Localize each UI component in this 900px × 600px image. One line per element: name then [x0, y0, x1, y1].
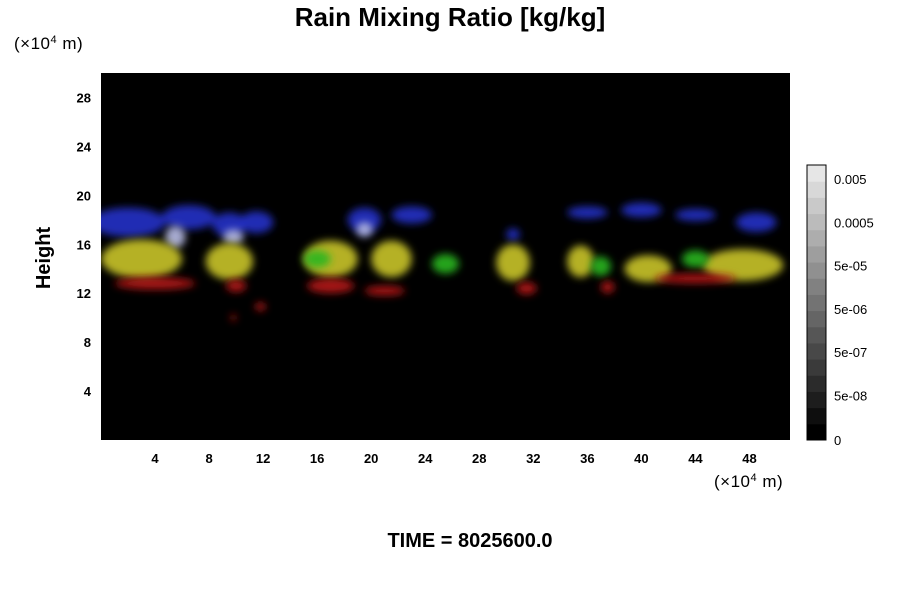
rain-blob	[347, 207, 382, 233]
rain-blob	[364, 285, 405, 296]
colorbar-label: 0.0005	[834, 215, 874, 230]
colorbar: 0.005 0.0005 5e-05 5e-06 5e-07 5e-08 0	[806, 164, 874, 448]
layer-yellow	[101, 239, 784, 283]
rain-blob	[101, 239, 183, 279]
colorbar-swatch	[807, 342, 826, 360]
colorbar-swatch	[807, 310, 826, 328]
y-tick-label: 4	[84, 384, 92, 399]
colorbar-swatch	[807, 229, 826, 247]
colorbar-label: 5e-07	[834, 345, 867, 360]
rain-blob	[161, 205, 216, 230]
x-tick-label: 20	[364, 451, 378, 466]
rain-blob	[624, 255, 672, 283]
layer-white-blue	[165, 222, 373, 248]
colorbar-swatch	[807, 165, 826, 182]
colorbar-swatch	[807, 391, 826, 409]
rain-blob	[391, 206, 432, 224]
x-tick-label: 12	[256, 451, 270, 466]
layer-red	[114, 273, 736, 322]
colorbar-swatch	[807, 181, 826, 198]
x-tick-label: 40	[634, 451, 648, 466]
rain-blob	[496, 244, 530, 281]
rain-blob	[114, 277, 196, 290]
x-tick-label: 32	[526, 451, 540, 466]
rain-blob	[567, 245, 595, 278]
colorbar-label: 5e-08	[834, 389, 867, 404]
colorbar-swatch	[807, 407, 826, 425]
x-tick-label: 44	[688, 451, 703, 466]
y-tick-label: 20	[77, 188, 91, 203]
x-tick-label: 24	[418, 451, 433, 466]
rain-blob	[431, 254, 460, 274]
rain-blob	[371, 240, 412, 278]
rain-blob	[600, 280, 615, 294]
layer-green	[303, 250, 709, 277]
x-tick-label: 36	[580, 451, 594, 466]
rain-blob	[205, 243, 253, 280]
colorbar-label: 0	[834, 433, 841, 448]
rain-blob	[239, 211, 274, 234]
colorbar-swatch	[807, 197, 826, 215]
colorbar-swatch	[807, 423, 826, 441]
colorbar-swatch	[807, 262, 826, 279]
y-axis-unit: (×104 m)	[14, 34, 84, 53]
y-tick-label: 16	[77, 237, 91, 252]
x-axis: 4 8 12 16 20 24 28 32 36 40 44 48	[151, 434, 757, 466]
colorbar-swatch	[807, 375, 826, 392]
rain-blob	[506, 228, 520, 241]
colorbar-swatch	[807, 294, 826, 312]
chart-title: Rain Mixing Ratio [kg/kg]	[294, 2, 606, 32]
y-tick-label: 24	[77, 139, 92, 154]
y-tick-label: 28	[77, 90, 91, 105]
rain-blob	[516, 282, 537, 295]
rain-blob	[356, 222, 373, 237]
rain-blob	[681, 250, 709, 268]
colorbar-swatch	[807, 245, 826, 263]
colorbar-swatch	[807, 359, 826, 376]
colorbar-label: 5e-06	[834, 302, 867, 317]
rain-blob	[621, 202, 662, 218]
rain-blob	[223, 229, 244, 245]
rain-blob	[654, 273, 736, 284]
colorbar-swatch	[807, 326, 826, 344]
rain-blob	[735, 212, 777, 233]
colorbar-label: 5e-05	[834, 259, 867, 274]
rain-blob	[303, 250, 331, 268]
colorbar-frame	[806, 164, 827, 441]
x-tick-label: 8	[205, 451, 212, 466]
rain-blob	[255, 302, 266, 311]
rain-blob	[101, 207, 166, 237]
time-label: TIME = 8025600.0	[387, 530, 553, 552]
rain-blob	[225, 279, 247, 292]
x-tick-label: 48	[742, 451, 756, 466]
x-tick-label: 16	[310, 451, 324, 466]
colorbar-label: 0.005	[834, 172, 867, 187]
y-tick-label: 12	[77, 286, 91, 301]
rain-blob	[165, 225, 186, 248]
rain-blob	[675, 208, 716, 222]
rain-blob	[567, 206, 608, 219]
y-axis: 4 8 12 16 20 24 28	[77, 90, 92, 399]
rain-blob	[702, 249, 784, 281]
rain-blob	[307, 278, 355, 294]
colorbar-swatch	[807, 278, 826, 295]
x-tick-label: 28	[472, 451, 486, 466]
colorbar-swatch	[807, 213, 826, 231]
y-axis-title: Height	[33, 227, 55, 290]
y-tick-label: 8	[84, 335, 91, 350]
x-axis-unit: (×104 m)	[714, 472, 784, 491]
rain-field	[101, 202, 784, 322]
rain-blob	[590, 256, 611, 277]
layer-blue	[101, 202, 777, 241]
rain-blob	[230, 313, 237, 322]
x-tick-label: 4	[151, 451, 159, 466]
